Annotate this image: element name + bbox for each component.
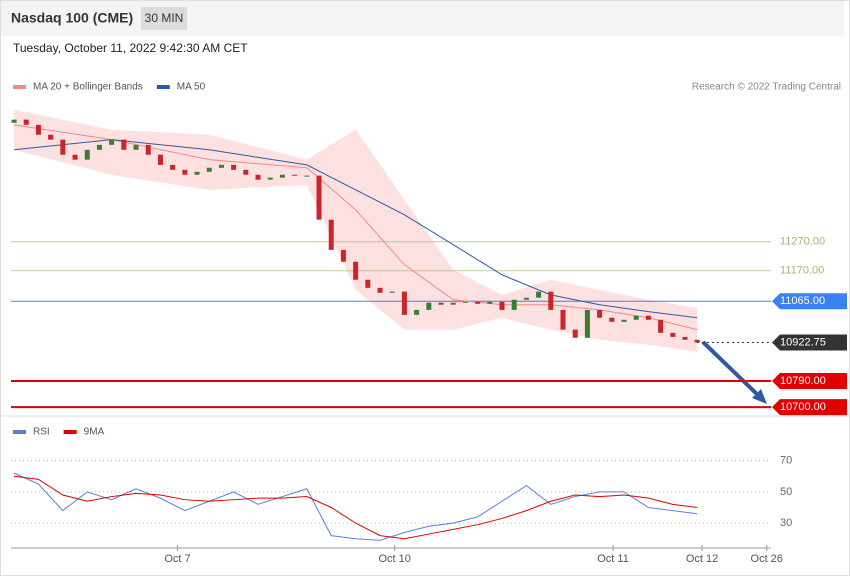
level-label: 11065.00 [780,295,825,307]
title: Nasdaq 100 (CME) [11,10,133,26]
credit: Research © 2022 Trading Central [692,82,841,93]
candle-body [658,319,664,333]
candle-body [597,309,603,318]
candle-body [487,301,493,304]
candle-body [499,301,505,310]
candle-body [572,329,578,338]
candle-body [523,297,529,300]
forecast-arrowhead [752,389,767,404]
candle-body [328,219,334,250]
candle-body [645,315,651,320]
candle-body [584,309,590,338]
candle-body [377,287,383,293]
candle-body [426,302,432,310]
legend-label: 9MA [84,427,105,438]
candle-body [218,164,224,168]
candle-body [633,315,639,320]
x-tick-label: Oct 11 [597,553,629,565]
level-label: 10922.75 [780,336,826,348]
level-box [772,372,847,389]
candle-body [462,301,468,303]
candle-body [279,174,285,178]
candle-body [206,167,212,172]
series-line [13,475,698,540]
legend-swatch [156,85,170,89]
legend-label: MA 50 [177,82,206,93]
candle-body [267,177,273,180]
legend-label: MA 20 + Bollinger Bands [33,82,143,93]
x-tick-label: Oct 7 [164,553,190,565]
candle-body [35,124,41,135]
candle-body [145,144,151,155]
series-line [13,124,698,331]
timestamp: Tuesday, October 11, 2022 9:42:30 AM CET [13,41,248,55]
level-box [772,293,847,310]
candle-body [401,291,407,315]
candle-body [560,309,566,330]
interval[interactable]: 30 MIN [145,11,184,25]
candle-body [84,149,90,160]
candle-body [450,302,456,305]
y-tick-label: 50 [780,486,792,498]
x-tick-label: Oct 12 [686,553,718,565]
legend-swatch [13,430,26,434]
candle-body [11,119,17,123]
candle-body [682,336,688,340]
candle-body [694,339,700,343]
candle-body [72,154,78,160]
candle-body [194,171,200,175]
candle-body [133,144,139,150]
candle-body [48,134,54,140]
candle-body [548,291,554,310]
legend-swatch [13,85,26,89]
candle-body [438,302,444,305]
candle-body [231,164,237,170]
level-label: 10790.00 [780,375,826,387]
candle-body [121,139,127,150]
level-box [772,399,847,416]
y-tick-label: 30 [780,517,792,529]
candle-body [109,139,115,145]
candle-body [670,332,676,337]
candle-body [316,175,322,220]
level-box [772,334,847,351]
candle-body [23,119,29,125]
candle-body [511,299,517,310]
candle-body [96,144,102,150]
candle-body [536,291,542,298]
forecast-arrow [701,340,764,401]
interval-badge[interactable] [141,7,187,30]
candle-body [292,174,298,176]
candle-body [621,319,627,322]
candle-body [304,175,310,177]
candle-body [353,261,359,280]
legend-swatch [63,430,77,434]
candle-body [182,169,188,175]
candle-body [60,139,66,155]
candle-body [389,291,395,293]
series-line [13,472,698,541]
x-tick-label: Oct 26 [751,553,783,565]
candle-body [340,249,346,262]
candle-body [157,154,163,165]
level-label: 10700.00 [780,401,826,413]
candle-body [475,301,481,304]
series-line [13,139,698,319]
y-tick-label: 70 [780,455,792,467]
candle-body [414,309,420,315]
legend-label: RSI [33,427,50,438]
candle-body [365,279,371,288]
candle-body [170,164,176,170]
level-label: 11270.00 [780,236,825,248]
x-tick-label: Oct 10 [378,553,410,565]
candle-body [255,174,261,180]
candle-body [243,169,249,175]
candle-body [609,317,615,322]
level-label: 11170.00 [780,265,824,277]
